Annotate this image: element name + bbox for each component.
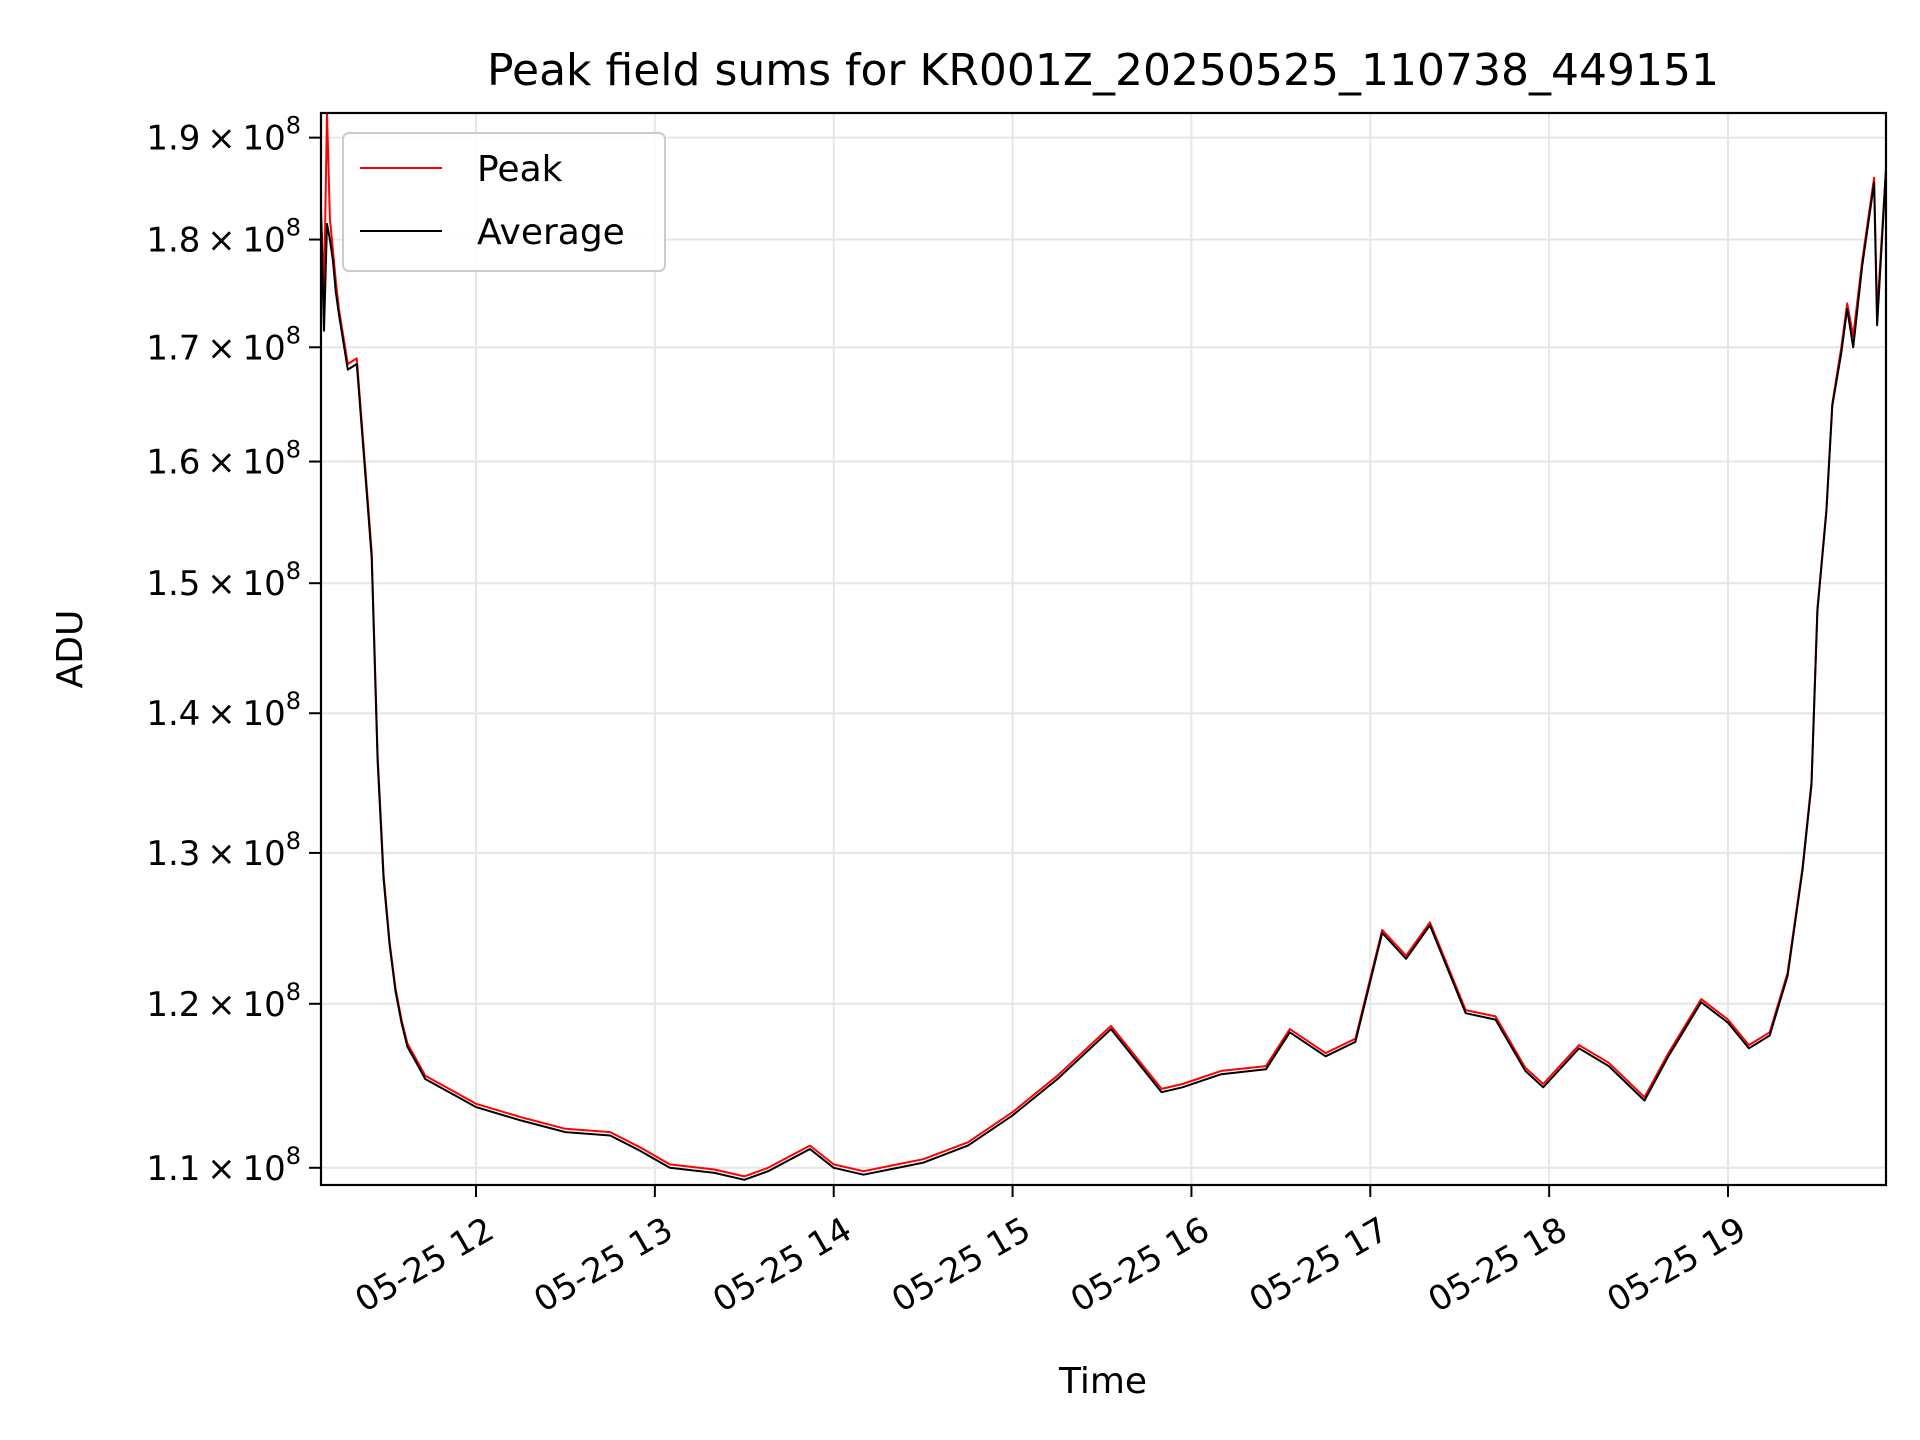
legend-label-peak: Peak bbox=[477, 149, 563, 190]
y-tick-label: 1.2 × 108 bbox=[146, 978, 301, 1025]
y-tick-label: 1.7 × 108 bbox=[146, 321, 301, 368]
legend-label-average: Average bbox=[477, 212, 625, 253]
plot-frame bbox=[319, 111, 1888, 1187]
y-tick-label: 1.6 × 108 bbox=[146, 436, 301, 483]
y-tick-label: 1.9 × 108 bbox=[146, 112, 301, 159]
series-line-average bbox=[321, 169, 1886, 1181]
chart-title: Peak field sums for KR001Z_20250525_1107… bbox=[487, 45, 1719, 96]
y-tick-label: 1.4 × 108 bbox=[146, 687, 301, 734]
y-tick-label: 1.3 × 108 bbox=[146, 827, 301, 874]
y-tick-label: 1.8 × 108 bbox=[146, 214, 301, 261]
series-layer bbox=[321, 113, 1886, 1181]
x-axis-label: Time bbox=[1058, 1361, 1147, 1402]
gridlines bbox=[321, 113, 1886, 1185]
y-axis: 1.1 × 108 1.2 × 108 1.3 × 108 1.4 × 108 1.5 … bbox=[146, 112, 321, 1189]
y-tick-label: 1.1 × 108 bbox=[146, 1142, 301, 1189]
y-axis-label: ADU bbox=[50, 610, 91, 689]
y-tick-label: 1.5 × 108 bbox=[146, 557, 301, 604]
legend: Peak Average bbox=[342, 132, 666, 272]
